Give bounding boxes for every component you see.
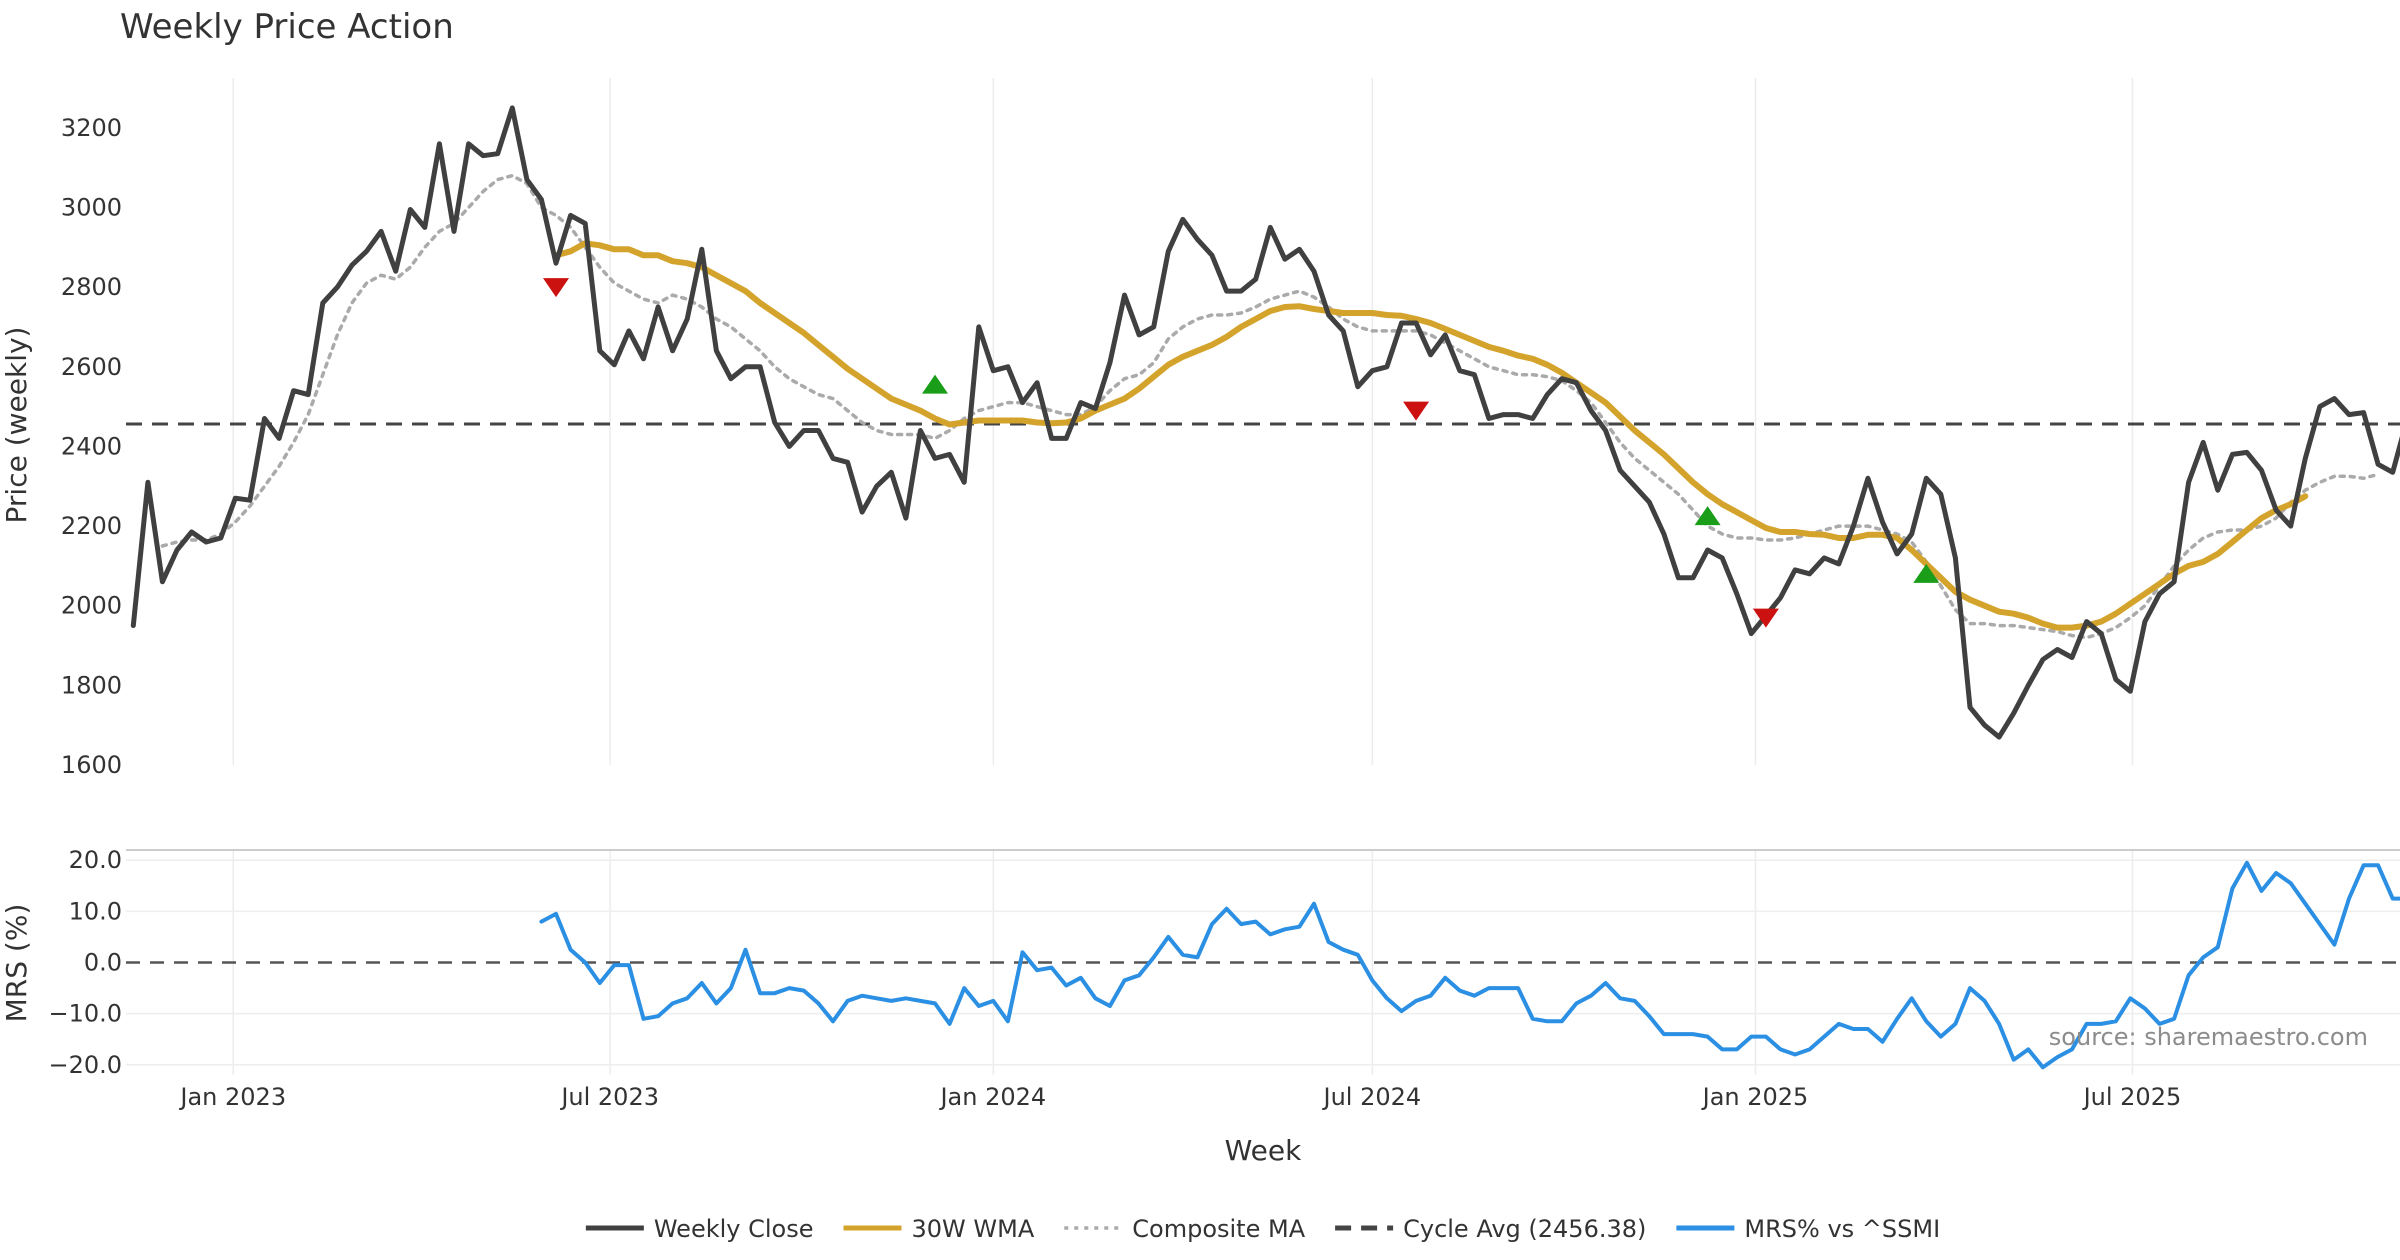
price-y-tick-label: 2200 — [61, 512, 122, 540]
mrs-y-axis: −20.0 −10.0 0.0 10.0 20.0 — [48, 846, 122, 1079]
x-tick-label: Jul 2024 — [1321, 1083, 1421, 1111]
buy-signal-marker — [1913, 563, 1940, 583]
x-axis-label: Week — [1225, 1134, 1302, 1167]
x-tick-label: Jul 2025 — [2082, 1083, 2182, 1111]
mrs-series-group — [126, 860, 2400, 1070]
buy-signal-marker — [922, 374, 949, 394]
legend-label-weekly-close: Weekly Close — [654, 1215, 814, 1243]
legend: Weekly Close 30W WMA Composite MA Cycle Avg… — [585, 1215, 1940, 1243]
x-tick-label: Jan 2023 — [178, 1083, 286, 1111]
chart-title: Weekly Price Action — [120, 7, 454, 47]
sell-signal-marker — [543, 278, 570, 298]
series-mrs-vs-ssmi — [539, 860, 2400, 1070]
price-y-tick-label: 3000 — [61, 193, 122, 221]
price-gridlines — [232, 78, 2134, 765]
mrs-y-tick-label: 0.0 — [84, 949, 122, 977]
x-tick-label: Jan 2025 — [1701, 1083, 1809, 1111]
series-weekly-close — [130, 105, 2400, 740]
legend-label-30w-wma: 30W WMA — [912, 1215, 1035, 1243]
mrs-y-axis-label: MRS (%) — [0, 904, 33, 1023]
price-y-tick-label: 1600 — [61, 751, 122, 779]
price-y-axis: 1600 1800 2000 2200 2400 2600 2800 3000 3200 — [61, 114, 122, 779]
x-tick-label: Jul 2023 — [559, 1083, 659, 1111]
legend-label-mrs-vs-ssmi: MRS% vs ^SSMI — [1744, 1215, 1940, 1243]
legend-label-composite-ma: Composite MA — [1132, 1215, 1305, 1243]
sell-signal-marker — [1403, 401, 1430, 421]
buy-signal-marker — [1694, 506, 1721, 526]
price-y-tick-label: 2600 — [61, 353, 122, 381]
price-series-group — [126, 105, 2400, 740]
mrs-y-tick-label: 10.0 — [69, 897, 122, 925]
mrs-y-tick-label: −10.0 — [48, 1000, 122, 1028]
price-y-tick-label: 1800 — [61, 671, 122, 699]
mrs-y-tick-label: 20.0 — [69, 846, 122, 874]
series-composite-ma — [160, 173, 2380, 640]
x-axis: Jan 2023 Jul 2023 Jan 2024 Jul 2024 Jan 2025… — [178, 1083, 2181, 1111]
price-y-tick-label: 2800 — [61, 273, 122, 301]
price-y-tick-label: 2400 — [61, 432, 122, 460]
mrs-y-tick-label: −20.0 — [48, 1051, 122, 1079]
legend-label-cycle-avg-2456-38: Cycle Avg (2456.38) — [1403, 1215, 1646, 1243]
source-label: source: sharemaestro.com — [2049, 1023, 2368, 1051]
sell-signal-marker — [1752, 608, 1779, 628]
x-tick-label: Jan 2024 — [938, 1083, 1046, 1111]
price-y-axis-label: Price (weekly) — [0, 327, 33, 524]
price-y-tick-label: 3200 — [61, 114, 122, 142]
signal-markers — [543, 278, 1940, 628]
series-30w-wma — [553, 240, 2309, 631]
price-y-tick-label: 2000 — [61, 592, 122, 620]
mrs-gridlines — [126, 850, 2400, 1075]
